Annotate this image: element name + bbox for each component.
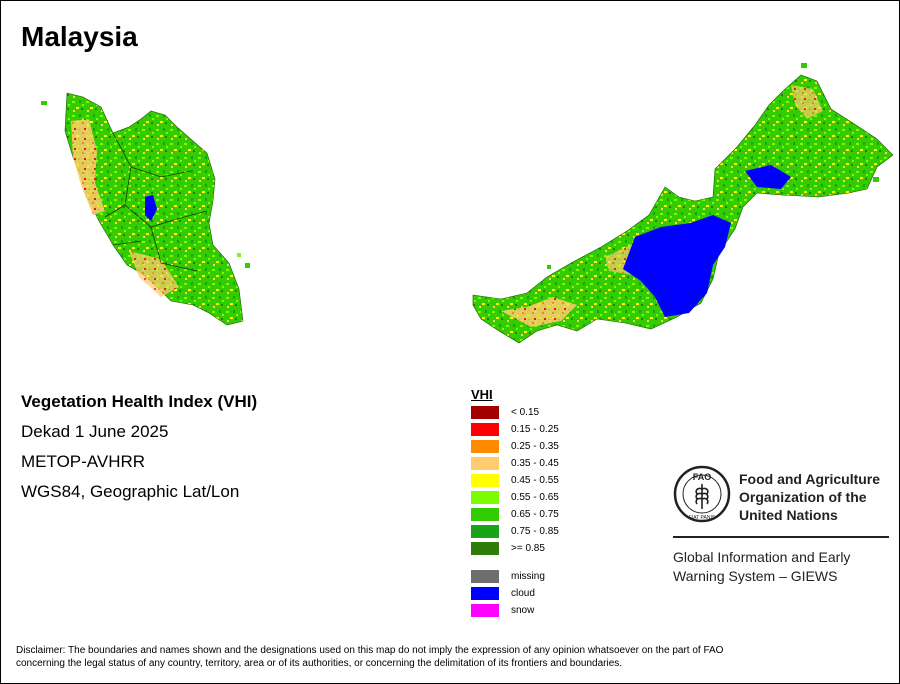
island (41, 101, 47, 105)
legend-label: 0.15 - 0.25 (511, 424, 559, 435)
legend-label: 0.55 - 0.65 (511, 492, 559, 503)
peninsular-dry-zone-south (129, 251, 179, 297)
fao-emblem-motto: FIAT PANIS (689, 515, 716, 521)
legend-swatch (471, 474, 499, 487)
borneo-cloud-mass (623, 215, 731, 317)
legend-other-classes: missing cloud snow (471, 568, 545, 619)
sabah-dry-zone (791, 85, 823, 119)
island (547, 265, 551, 269)
legend-label: 0.45 - 0.55 (511, 475, 559, 486)
projection-label: WGS84, Geographic Lat/Lon (21, 482, 240, 501)
legend-title: VHI (471, 387, 493, 402)
legend-swatch (471, 604, 499, 617)
giews-line: Warning System – GIEWS (673, 568, 838, 584)
island (245, 263, 250, 268)
giews-line: Global Information and Early (673, 549, 851, 565)
legend-item: cloud (471, 585, 535, 602)
fao-name-line: United Nations (739, 507, 838, 523)
legend-swatch (471, 457, 499, 470)
index-name: Vegetation Health Index (VHI) (21, 392, 258, 411)
legend-item: 0.55 - 0.65 (471, 489, 559, 506)
vhi-map (41, 63, 894, 344)
disclaimer-line: concerning the legal status of any count… (16, 658, 623, 669)
fao-name: Food and Agriculture Organization of the… (739, 470, 880, 524)
fao-emblem-letters: FAO (693, 472, 712, 482)
legend-item: 0.65 - 0.75 (471, 506, 559, 523)
legend-swatch (471, 542, 499, 555)
east-malaysia-landmass (472, 74, 894, 344)
fao-emblem-icon: FAO FIAT PANIS (673, 465, 731, 523)
legend-item: 0.75 - 0.85 (471, 523, 559, 540)
legend-swatch (471, 570, 499, 583)
sensor-label: METOP-AVHRR (21, 452, 146, 471)
legend-item: 0.35 - 0.45 (471, 455, 559, 472)
legend-swatch (471, 587, 499, 600)
legend-item: 0.15 - 0.25 (471, 421, 559, 438)
giews-label: Global Information and Early Warning Sys… (673, 548, 850, 586)
peninsular-dry-zone-west (71, 119, 105, 215)
legend-label: missing (511, 571, 545, 582)
legend-label: 0.25 - 0.35 (511, 441, 559, 452)
legend-label: cloud (511, 588, 535, 599)
peninsular-state-boundaries (104, 132, 208, 272)
legend-label: 0.65 - 0.75 (511, 509, 559, 520)
legend-item: 0.45 - 0.55 (471, 472, 559, 489)
legend-label: 0.75 - 0.85 (511, 526, 559, 537)
legend-label: < 0.15 (511, 407, 540, 418)
disclaimer-line: Disclaimer: The boundaries and names sho… (16, 645, 724, 656)
legend-swatch (471, 491, 499, 504)
island (237, 253, 241, 257)
legend-item: >= 0.85 (471, 540, 545, 557)
legend-swatch (471, 423, 499, 436)
legend-item: missing (471, 568, 545, 585)
fao-name-line: Food and Agriculture (739, 471, 881, 487)
period-label: Dekad 1 June 2025 (21, 422, 169, 441)
fao-name-line: Organization of the (739, 489, 867, 505)
legend-swatch (471, 440, 499, 453)
legend-item: < 0.15 (471, 404, 539, 421)
island (873, 177, 879, 182)
legend-item: 0.25 - 0.35 (471, 438, 559, 455)
legend-swatch (471, 406, 499, 419)
sabah-cloud-patch (745, 165, 791, 189)
peninsular-cloud-patch (145, 195, 157, 221)
disclaimer: Disclaimer: The boundaries and names sho… (16, 644, 886, 670)
legend-label: snow (511, 605, 535, 616)
legend-item: snow (471, 602, 534, 619)
sarawak-dry-zone (501, 297, 577, 327)
island (801, 63, 807, 68)
legend-classes: < 0.15 0.15 - 0.25 0.25 - 0.35 0.35 - 0.45 0… (471, 404, 559, 557)
map-metadata: Vegetation Health Index (VHI) Dekad 1 Ju… (21, 391, 257, 511)
legend-swatch (471, 525, 499, 538)
legend-label: 0.35 - 0.45 (511, 458, 559, 469)
vhi-legend: VHI < 0.15 0.15 - 0.25 0.25 - 0.35 0.35 - 0… (471, 387, 559, 619)
legend-label: >= 0.85 (511, 543, 545, 554)
divider (673, 536, 889, 538)
legend-swatch (471, 508, 499, 521)
map-title: Malaysia (21, 21, 138, 52)
